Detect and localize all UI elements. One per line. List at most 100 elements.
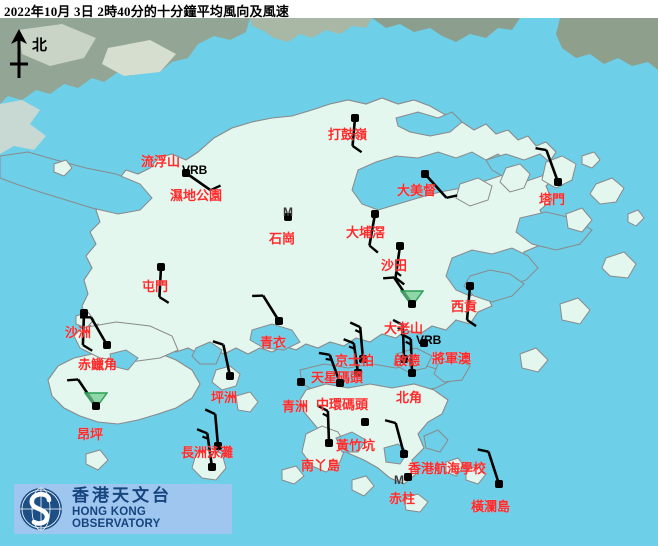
island-waglan bbox=[465, 465, 487, 485]
hko-logo-icon bbox=[20, 487, 62, 531]
station-marker-dot bbox=[352, 115, 358, 121]
station-label: 打鼓嶺 bbox=[328, 128, 368, 143]
station-marker-dot bbox=[401, 356, 407, 362]
station-label: 黃竹坑 bbox=[336, 439, 376, 454]
deep-bay-shore bbox=[0, 100, 46, 154]
island-tung-lung bbox=[445, 457, 465, 477]
station-label: 昂坪 bbox=[77, 428, 104, 443]
wind-barb bbox=[424, 173, 458, 199]
island-grass bbox=[499, 163, 531, 193]
station-marker-dot bbox=[401, 451, 407, 457]
wind-barb bbox=[535, 146, 560, 183]
hko-logo-zh: 香港天文台 bbox=[72, 486, 172, 507]
mainland-urban-patch bbox=[18, 24, 96, 66]
station-marker-dot bbox=[227, 373, 233, 379]
hko-logo-text: 香港天文台 HONG KONG OBSERVATORY bbox=[72, 486, 232, 530]
station-label: 啟德 bbox=[394, 354, 421, 369]
ma-wan-channel bbox=[191, 341, 223, 365]
station-label: 赤鱲角 bbox=[78, 358, 118, 373]
station-label: 沙洲 bbox=[65, 326, 92, 341]
wind-barb bbox=[196, 428, 214, 468]
maintenance-marker: M bbox=[283, 205, 293, 219]
station-label: 流浮山 bbox=[141, 155, 181, 170]
wind-barb bbox=[477, 448, 501, 485]
station-marker-dot bbox=[209, 464, 215, 470]
north-label: 北 bbox=[32, 36, 48, 54]
starling-inlet bbox=[395, 111, 463, 137]
wind-barb bbox=[392, 318, 406, 360]
wind-barb bbox=[158, 266, 170, 304]
station-label: 坪洲 bbox=[211, 391, 238, 406]
station-marker-dot bbox=[421, 340, 427, 346]
geography-layer bbox=[0, 18, 658, 546]
wind-barb bbox=[343, 338, 360, 374]
station-marker-dot bbox=[467, 283, 473, 289]
variable-wind-marker: VRB bbox=[416, 333, 442, 347]
island-se-outer bbox=[519, 347, 549, 373]
tung-chung-bay bbox=[109, 349, 139, 371]
island-peng-chau bbox=[211, 365, 241, 391]
island-tiny-2 bbox=[627, 209, 645, 227]
station-label: 香港航海學校 bbox=[408, 462, 487, 477]
sai-kung-bay bbox=[463, 269, 525, 303]
maintenance-marker: M bbox=[394, 473, 404, 487]
station-marker-dot bbox=[372, 211, 378, 217]
mainland-urban-patch-2 bbox=[102, 40, 176, 76]
hko-logo-en: HONG KONG OBSERVATORY bbox=[72, 505, 161, 530]
island-small-sw bbox=[351, 475, 375, 497]
station-marker-dot bbox=[409, 370, 415, 376]
station-marker-dot bbox=[285, 214, 291, 220]
north-arrow-icon bbox=[10, 29, 28, 78]
station-marker-dot bbox=[362, 419, 368, 425]
junk-bay bbox=[433, 357, 471, 383]
map-canvas[interactable]: 流浮山 濕地公園 VRB 打鼓嶺 大美督 塔門 石崗 M 大埔滘 沙田 屯門 西貢 沙洲 大老山 青衣 赤鱲角… bbox=[0, 18, 658, 546]
north-arrow: 北 bbox=[6, 28, 47, 85]
station-marker-dot bbox=[298, 379, 304, 385]
station-marker-dot bbox=[93, 403, 99, 409]
station-marker-dot bbox=[555, 179, 561, 185]
island-ne-outer-2 bbox=[565, 207, 593, 233]
station-label: 大老山 bbox=[384, 322, 424, 337]
wind-barb-layer bbox=[67, 117, 560, 485]
station-marker-dot bbox=[276, 318, 282, 324]
station-marker-dot bbox=[397, 243, 403, 249]
station-label: 長洲泳灘 bbox=[181, 446, 234, 461]
wind-barb bbox=[465, 285, 477, 328]
wind-barb bbox=[368, 213, 379, 254]
station-label: 天星碼頭 bbox=[311, 371, 364, 386]
station-marker-dot bbox=[215, 443, 221, 449]
page-title: 2022年10月 3日 2時40分的十分鐘平均風向及風速 bbox=[4, 4, 290, 19]
station-label: 中環碼頭 bbox=[316, 398, 369, 413]
station-marker-dot bbox=[183, 170, 189, 176]
mainland-coast-ne bbox=[556, 18, 658, 70]
station-marker-dot bbox=[158, 264, 164, 270]
mainland-landmass-3 bbox=[372, 18, 520, 42]
station-label: 石崗 bbox=[269, 232, 296, 247]
tai-tam-bay bbox=[423, 429, 449, 453]
station-label: 赤柱 bbox=[389, 492, 416, 507]
wind-barb bbox=[384, 419, 406, 455]
island-hei-ling-chau bbox=[235, 391, 259, 413]
station-label: 濕地公園 bbox=[170, 189, 223, 204]
station-label: 將軍澳 bbox=[432, 352, 472, 367]
island-tiny-1 bbox=[581, 151, 601, 169]
wind-barb bbox=[349, 321, 365, 360]
variable-wind-marker: VRB bbox=[182, 163, 208, 177]
island-ne-outer bbox=[589, 177, 625, 205]
island-shek-kwu bbox=[281, 465, 305, 485]
title-bar: 2022年10月 3日 2時40分的十分鐘平均風向及風速 bbox=[0, 0, 658, 19]
station-label: 青洲 bbox=[282, 400, 309, 415]
station-label: 北角 bbox=[396, 391, 423, 406]
tsuen-wan-bay bbox=[249, 323, 301, 351]
aberdeen-channel bbox=[335, 431, 367, 453]
wind-barb bbox=[212, 340, 232, 377]
station-marker-dot bbox=[326, 440, 332, 446]
station-label: 大美督 bbox=[397, 184, 437, 199]
station-marker-dot bbox=[81, 310, 87, 316]
island-plover bbox=[455, 177, 493, 207]
hko-logo: 香港天文台 HONG KONG OBSERVATORY bbox=[14, 484, 232, 534]
station-label: 沙田 bbox=[381, 259, 408, 274]
mountain-station-icon bbox=[85, 393, 107, 408]
island-soko bbox=[85, 449, 109, 471]
